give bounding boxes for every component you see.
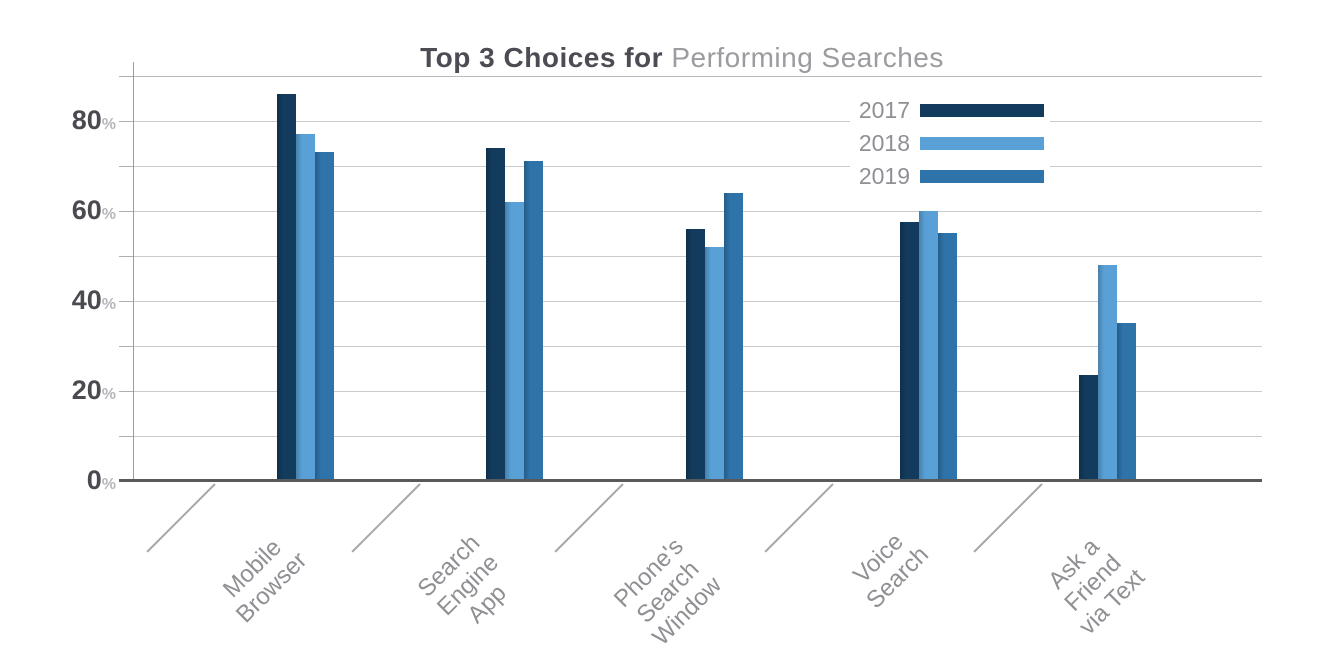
bar-search-engine-app-2019 bbox=[524, 161, 543, 481]
legend-item-2019: 2019 bbox=[856, 160, 1044, 193]
x-axis-label-mobile-browser: Mobile Browser bbox=[212, 528, 312, 628]
bar-search-engine-app-2017 bbox=[486, 148, 505, 481]
bar-ask-a-friend-via-text-2018 bbox=[1098, 265, 1117, 481]
y-axis-label-20: 20% bbox=[30, 375, 116, 406]
y-axis-label-number: 80 bbox=[71, 105, 102, 135]
percent-sign: % bbox=[101, 386, 116, 403]
percent-sign: % bbox=[101, 476, 116, 493]
legend-swatch-2018 bbox=[920, 137, 1044, 150]
gridline-60pct bbox=[133, 211, 1262, 212]
bar-voice-search-2018 bbox=[919, 211, 938, 481]
y-axis-label-number: 0 bbox=[86, 465, 102, 495]
percent-sign: % bbox=[101, 116, 116, 133]
legend-label-2019: 2019 bbox=[858, 163, 910, 189]
legend-swatch-2019 bbox=[920, 170, 1044, 183]
legend: 2017 2018 2019 bbox=[850, 92, 1050, 197]
gridline-80pct bbox=[133, 121, 1262, 122]
bar-phone-s-search-window-2019 bbox=[724, 193, 743, 481]
bar-ask-a-friend-via-text-2019 bbox=[1117, 323, 1136, 481]
y-axis-label-40: 40% bbox=[30, 285, 116, 316]
chart-title-light: Performing Searches bbox=[663, 42, 944, 73]
y-axis-label-60: 60% bbox=[30, 195, 116, 226]
y-axis-label-number: 20 bbox=[71, 375, 102, 405]
bar-phone-s-search-window-2017 bbox=[686, 229, 705, 481]
bar-ask-a-friend-via-text-2017 bbox=[1079, 375, 1098, 481]
bar-mobile-browser-2018 bbox=[296, 134, 315, 481]
gridline-70pct bbox=[133, 166, 1262, 167]
y-tick-10pct bbox=[119, 436, 134, 437]
y-axis-label-number: 60 bbox=[71, 195, 102, 225]
bar-voice-search-2019 bbox=[938, 233, 957, 481]
chart-title: Top 3 Choices for Performing Searches bbox=[420, 42, 944, 74]
bar-mobile-browser-2017 bbox=[277, 94, 296, 481]
y-tick-60pct bbox=[119, 211, 134, 212]
category-separator-line bbox=[146, 483, 216, 553]
y-tick-30pct bbox=[119, 346, 134, 347]
x-axis-label-ask-a-friend-via-text: Ask a Friend via Text bbox=[1036, 526, 1150, 640]
legend-item-2018: 2018 bbox=[856, 127, 1044, 160]
chart-title-bold: Top 3 Choices for bbox=[420, 42, 664, 73]
category-separator-line bbox=[764, 483, 834, 553]
bar-voice-search-2017 bbox=[900, 222, 919, 481]
x-axis-label-phone-s-search-window: Phone's Search Window bbox=[609, 533, 727, 651]
y-tick-90pct bbox=[119, 76, 134, 77]
y-tick-80pct bbox=[119, 121, 134, 122]
y-tick-40pct bbox=[119, 301, 134, 302]
x-axis-baseline bbox=[119, 479, 1262, 482]
percent-sign: % bbox=[101, 206, 116, 223]
legend-label-2018: 2018 bbox=[858, 130, 910, 156]
legend-label-2017: 2017 bbox=[858, 97, 910, 123]
y-axis-label-0: 0% bbox=[30, 465, 116, 496]
y-axis-label-80: 80% bbox=[30, 105, 116, 136]
category-separator-line bbox=[973, 483, 1043, 553]
x-axis-label-voice-search: Voice Search bbox=[842, 522, 934, 614]
y-tick-50pct bbox=[119, 256, 134, 257]
bar-phone-s-search-window-2018 bbox=[705, 247, 724, 481]
x-axis-label-search-engine-app: Search Engine App bbox=[412, 529, 523, 640]
gridline-90pct bbox=[133, 76, 1262, 77]
y-tick-70pct bbox=[119, 166, 134, 167]
y-tick-20pct bbox=[119, 391, 134, 392]
y-axis-label-number: 40 bbox=[71, 285, 102, 315]
category-separator-line bbox=[351, 483, 421, 553]
legend-swatch-2017 bbox=[920, 104, 1044, 117]
bar-mobile-browser-2019 bbox=[315, 152, 334, 481]
y-axis-line bbox=[133, 62, 134, 481]
percent-sign: % bbox=[101, 296, 116, 313]
bar-search-engine-app-2018 bbox=[505, 202, 524, 481]
legend-item-2017: 2017 bbox=[856, 94, 1044, 127]
category-separator-line bbox=[554, 483, 624, 553]
